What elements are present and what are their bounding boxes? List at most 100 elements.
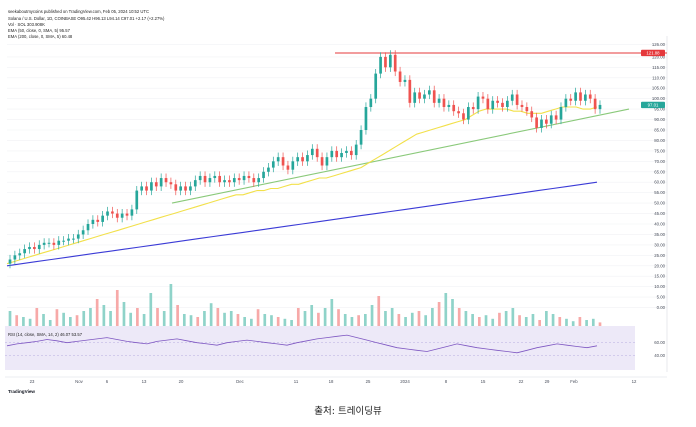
price-tick-label: 20.00 (654, 263, 665, 268)
volume-bar (431, 308, 434, 326)
volume-bar (296, 308, 300, 326)
candle-body (540, 119, 543, 128)
volume-bar (457, 308, 461, 326)
volume-bar (397, 314, 401, 326)
symbol-line: Solana / U.S. Dollar, 1D, COINBASE O95.4… (8, 16, 165, 21)
candle-body (559, 107, 563, 120)
candle-body (18, 253, 22, 256)
candle-body (535, 117, 538, 128)
volume-bar (377, 296, 381, 326)
volume-bar (162, 311, 166, 326)
volume-bar (283, 318, 287, 326)
volume-bar (102, 305, 106, 326)
rsi-legend: RSI (14, close, SMA, 14, 2) 46.07 53.57 (8, 332, 83, 337)
time-tick-label: Dec (236, 379, 244, 384)
volume-bar (330, 299, 334, 326)
volume-bar (364, 314, 367, 326)
price-tick-label: 126.00 (652, 42, 666, 47)
chart-grid (5, 36, 668, 372)
volume-bar (156, 308, 159, 326)
volume-bar (437, 302, 441, 326)
candle-body (349, 150, 353, 156)
candle-body (467, 107, 470, 120)
candle-body (140, 186, 143, 191)
candle-body (281, 157, 285, 166)
candle-body (47, 242, 51, 244)
candle-body (437, 98, 441, 103)
candle-body (159, 178, 163, 187)
volume-bar (136, 308, 139, 326)
volume-bar (357, 315, 360, 326)
price-tick-label: 15.00 (654, 274, 665, 279)
candle-body (218, 175, 222, 183)
time-tick-label: 8 (445, 379, 448, 384)
candle-body (276, 157, 280, 162)
candle-body (506, 100, 509, 108)
time-tick-label: 20 (179, 379, 184, 384)
rsi-tick-label: 60.00 (654, 340, 665, 345)
time-tick-label: 13 (142, 379, 147, 384)
candle-body (13, 255, 17, 260)
candle-body (125, 213, 129, 216)
candle-body (76, 234, 80, 239)
candle-body (588, 94, 592, 99)
volume-bar (471, 314, 474, 326)
current-price-badge-text: 97.01 (648, 103, 659, 108)
volume-bar (518, 315, 521, 326)
volume-bar (404, 317, 407, 326)
trendline-polyline (171, 108, 630, 204)
volume-bar (28, 318, 32, 326)
volume-bar (317, 312, 320, 326)
candle-body (491, 100, 495, 110)
volume-bar (350, 317, 354, 326)
time-tick-label: 15 (481, 379, 486, 384)
price-tick-label: 60.00 (654, 180, 665, 185)
candle-body (101, 215, 104, 222)
candle-body (569, 98, 573, 101)
volume-bar (451, 299, 454, 326)
candle-body (457, 111, 460, 114)
resistance-badge-text: 121.88 (646, 51, 660, 56)
candle-body (447, 104, 451, 108)
volume-bar (337, 309, 340, 326)
candle-body (8, 259, 12, 264)
volume-bars (8, 284, 602, 326)
ema50-legend: EMA (50, close, 0, SMA, 5) 95.57 (8, 28, 70, 33)
candle-body (310, 148, 314, 156)
volume-bar (69, 317, 72, 326)
candle-body (306, 155, 309, 162)
candle-body (203, 175, 207, 183)
volume-bar (169, 284, 173, 326)
candle-body (37, 244, 41, 250)
rsi-panel: 40.00 60.00 (5, 334, 666, 358)
candle-body (359, 130, 363, 145)
volume-bar (22, 317, 25, 326)
candle-body (384, 56, 387, 68)
volume-bar (89, 308, 92, 326)
volume-bar (498, 312, 501, 326)
candle-body (452, 104, 456, 112)
volume-bar (182, 314, 186, 326)
candle-body (315, 148, 319, 158)
time-tick-label: 22 (519, 379, 524, 384)
volume-bar (417, 311, 421, 326)
time-tick-label: 29 (545, 379, 550, 384)
candle-body (237, 178, 241, 181)
candle-body (593, 98, 597, 110)
volume-bar (209, 303, 213, 326)
candle-body (398, 71, 402, 82)
volume-bar (578, 317, 582, 326)
volume-bar (62, 312, 65, 326)
candle-body (223, 180, 226, 183)
candle-body (325, 157, 329, 166)
volume-bar (370, 305, 374, 326)
candle-body (262, 171, 265, 179)
volume-bar (424, 315, 428, 326)
candle-body (291, 161, 295, 170)
time-axis: 23 Nov 6 13 20 Dec 11 18 25 2024 8 15 22 29 Feb 12 (5, 376, 667, 384)
volume-bar (323, 308, 327, 326)
candle-body (208, 178, 212, 183)
candle-body (198, 175, 202, 181)
candle-body (486, 98, 490, 110)
volume-bar (243, 317, 246, 326)
